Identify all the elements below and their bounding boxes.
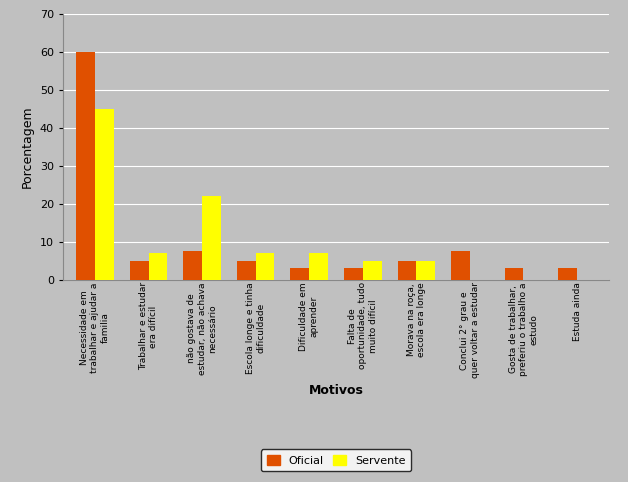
Bar [130, 261, 148, 280]
Legend: Oficial, Servente: Oficial, Servente [261, 450, 411, 471]
Bar [76, 53, 95, 280]
Bar [202, 196, 221, 280]
Bar [416, 261, 435, 280]
Bar [398, 261, 416, 280]
Bar [505, 268, 524, 280]
Bar [344, 268, 363, 280]
X-axis label: Motivos: Motivos [308, 384, 364, 397]
Bar [451, 251, 470, 280]
Bar [237, 261, 256, 280]
Bar [256, 253, 274, 280]
Bar [95, 109, 114, 280]
Bar [148, 253, 167, 280]
Bar [183, 251, 202, 280]
Bar [363, 261, 382, 280]
Bar [291, 268, 309, 280]
Bar [309, 253, 328, 280]
Y-axis label: Porcentagem: Porcentagem [21, 106, 34, 188]
Bar [558, 268, 577, 280]
